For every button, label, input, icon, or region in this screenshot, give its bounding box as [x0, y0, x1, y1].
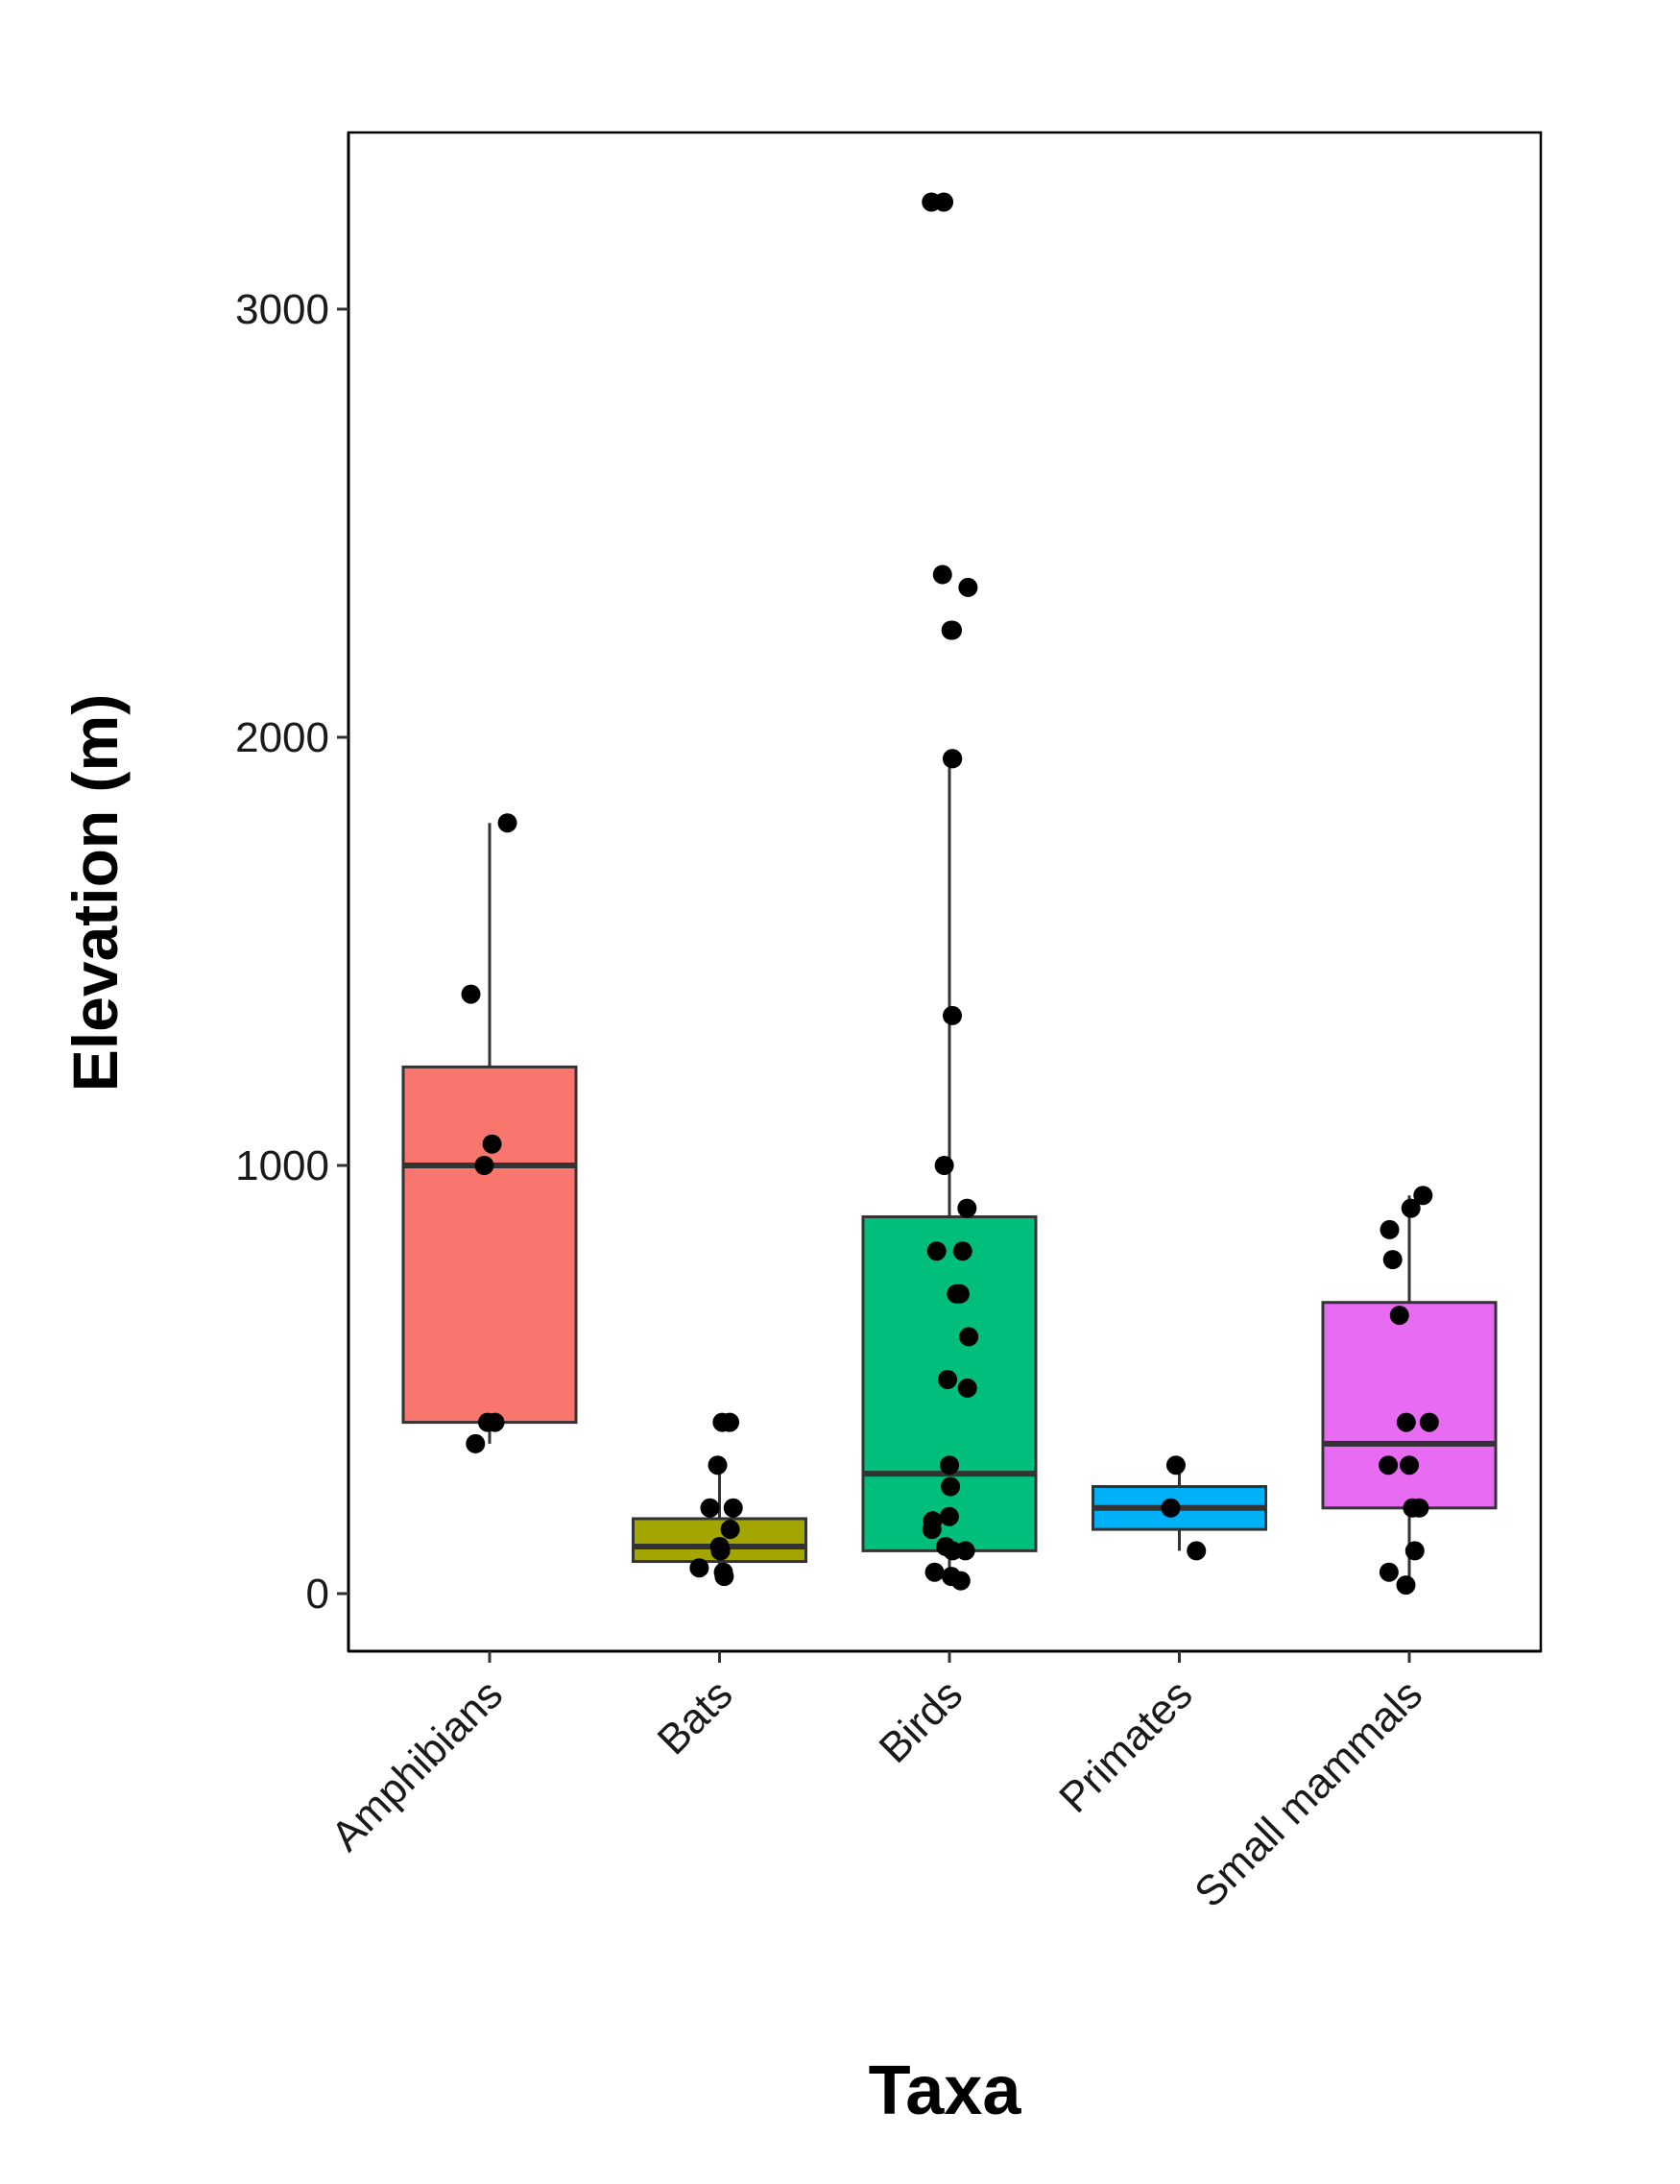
- data-point: [1380, 1219, 1400, 1239]
- data-point: [689, 1558, 709, 1578]
- box-primates: [1092, 1465, 1267, 1551]
- data-point: [1379, 1455, 1399, 1476]
- data-point: [1399, 1455, 1419, 1476]
- y-tick-label: 3000: [235, 286, 329, 333]
- data-point: [1165, 1455, 1186, 1476]
- data-point: [712, 1412, 732, 1432]
- data-point: [1396, 1575, 1416, 1596]
- data-point: [1413, 1186, 1433, 1206]
- data-point: [1404, 1541, 1425, 1561]
- data-point: [708, 1455, 728, 1476]
- data-point: [1401, 1198, 1421, 1218]
- x-tick-label: Small mammals: [1186, 1670, 1431, 1916]
- data-point: [461, 984, 481, 1004]
- y-tick-label: 2000: [235, 714, 329, 761]
- y-tick-label: 0: [306, 1571, 329, 1618]
- data-point: [940, 1455, 960, 1476]
- data-point: [1187, 1541, 1207, 1561]
- data-point: [943, 1541, 963, 1561]
- data-point: [485, 1412, 505, 1432]
- data-point: [957, 1198, 977, 1218]
- data-point: [943, 749, 963, 769]
- data-point: [926, 1241, 947, 1261]
- data-point: [947, 1284, 967, 1304]
- data-point: [1161, 1498, 1181, 1518]
- data-point: [474, 1156, 494, 1175]
- data-point: [700, 1498, 720, 1518]
- data-point: [1382, 1250, 1403, 1270]
- x-axis-title: Taxa: [869, 2052, 1022, 2129]
- data-point: [924, 1562, 945, 1582]
- box-iqr: [1321, 1301, 1498, 1510]
- data-point: [932, 564, 952, 585]
- data-point: [943, 620, 963, 640]
- data-point: [1409, 1498, 1429, 1518]
- data-point: [934, 1156, 954, 1175]
- data-point: [952, 1241, 972, 1261]
- data-point: [957, 1378, 977, 1398]
- data-point: [922, 1520, 942, 1540]
- data-point: [1396, 1412, 1416, 1432]
- data-point: [720, 1520, 740, 1540]
- data-point: [959, 1327, 979, 1347]
- data-point: [943, 1005, 963, 1025]
- data-point: [939, 1506, 959, 1526]
- data-point: [1389, 1306, 1409, 1326]
- x-tick-label: Bats: [649, 1670, 742, 1764]
- x-tick-label: Birds: [871, 1670, 972, 1772]
- points-layer: [461, 192, 1439, 1596]
- data-point: [941, 1476, 961, 1497]
- data-point: [497, 813, 517, 833]
- data-point: [482, 1134, 502, 1154]
- data-point: [1419, 1412, 1439, 1432]
- y-axis-title: Elevation (m): [60, 694, 131, 1092]
- x-tick-label: Primates: [1050, 1670, 1201, 1821]
- data-point: [466, 1433, 486, 1453]
- box-iqr: [401, 1065, 578, 1425]
- data-point: [950, 1571, 971, 1591]
- data-point: [723, 1498, 743, 1518]
- y-tick-label: 1000: [235, 1142, 329, 1189]
- x-tick-label: Amphibians: [323, 1670, 512, 1860]
- data-point: [710, 1541, 731, 1561]
- data-point: [958, 577, 978, 597]
- data-point: [1379, 1562, 1399, 1582]
- data-point: [934, 192, 954, 212]
- data-point: [714, 1567, 734, 1587]
- data-point: [938, 1370, 958, 1389]
